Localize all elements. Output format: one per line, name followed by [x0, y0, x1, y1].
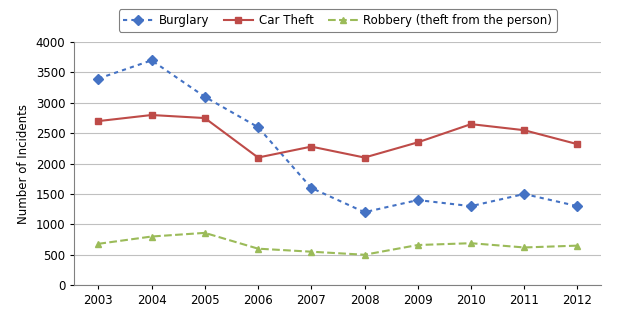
Car Theft — [361, 156, 368, 159]
Robbery (theft from the person) — [414, 243, 422, 247]
Burglary — [201, 95, 208, 99]
Line: Robbery (theft from the person): Robbery (theft from the person) — [95, 229, 581, 258]
Burglary — [361, 210, 368, 214]
Robbery (theft from the person) — [254, 247, 262, 251]
Car Theft — [521, 128, 528, 132]
Car Theft — [201, 116, 208, 120]
Burglary — [574, 204, 581, 208]
Robbery (theft from the person) — [361, 253, 368, 257]
Robbery (theft from the person) — [308, 250, 315, 254]
Line: Car Theft: Car Theft — [95, 111, 581, 161]
Car Theft — [574, 142, 581, 146]
Line: Burglary: Burglary — [95, 57, 581, 216]
Robbery (theft from the person) — [574, 244, 581, 248]
Robbery (theft from the person) — [95, 242, 102, 246]
Car Theft — [308, 145, 315, 149]
Car Theft — [414, 140, 422, 144]
Burglary — [308, 186, 315, 190]
Legend: Burglary, Car Theft, Robbery (theft from the person): Burglary, Car Theft, Robbery (theft from… — [119, 9, 557, 31]
Burglary — [521, 192, 528, 196]
Burglary — [254, 125, 262, 129]
Car Theft — [254, 156, 262, 159]
Y-axis label: Number of Incidents: Number of Incidents — [17, 104, 30, 224]
Burglary — [148, 58, 155, 62]
Car Theft — [148, 113, 155, 117]
Burglary — [414, 198, 422, 202]
Robbery (theft from the person) — [201, 231, 208, 235]
Burglary — [95, 77, 102, 81]
Robbery (theft from the person) — [467, 241, 475, 245]
Car Theft — [467, 122, 475, 126]
Robbery (theft from the person) — [148, 235, 155, 238]
Burglary — [467, 204, 475, 208]
Car Theft — [95, 119, 102, 123]
Robbery (theft from the person) — [521, 246, 528, 249]
